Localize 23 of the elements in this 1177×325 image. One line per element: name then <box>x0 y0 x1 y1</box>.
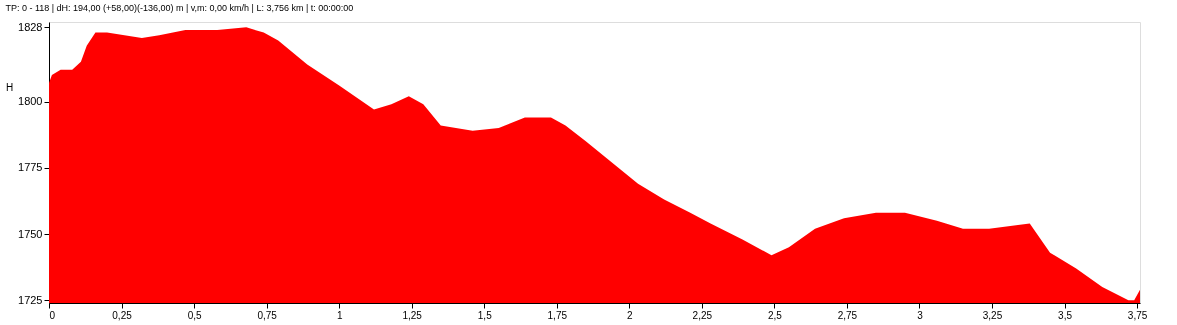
x-tick-label: 1,25 <box>402 309 423 321</box>
x-tick-label: 0 <box>49 309 56 321</box>
y-tick-label: 1800 <box>18 95 43 108</box>
y-tick-label: 1828 <box>18 20 43 33</box>
x-tick-label: 1,5 <box>477 309 493 321</box>
x-tick-label: 2 <box>627 309 634 321</box>
x-tick-label: 2,25 <box>692 309 713 321</box>
x-tick-label: 0,75 <box>257 309 278 321</box>
y-tick-label: 1725 <box>18 293 43 306</box>
x-tick-label: 0,5 <box>187 309 202 321</box>
chart-title: TP: 0 - 118 | dH: 194,00 (+58,00)(-136,00) m | v,m: 0,00 km/h | L: 3,756 km | t: 00:00:00 <box>5 3 354 14</box>
y-axis-title: H <box>5 81 14 93</box>
x-tick-label: 1,75 <box>547 309 568 321</box>
x-tick-label: 3,5 <box>1058 309 1073 321</box>
x-tick-label: 2,75 <box>837 309 858 321</box>
x-tick-label: 3,75 <box>1127 309 1148 321</box>
x-tick-label: 2,5 <box>767 309 783 321</box>
x-tick-label: 0,25 <box>112 309 133 321</box>
x-tick-label: 1 <box>336 309 343 321</box>
x-tick-label: 3 <box>917 309 924 321</box>
x-tick-label: 3,25 <box>982 309 1003 321</box>
y-tick-label: 1775 <box>18 161 43 174</box>
y-tick-label: 1750 <box>18 227 43 240</box>
